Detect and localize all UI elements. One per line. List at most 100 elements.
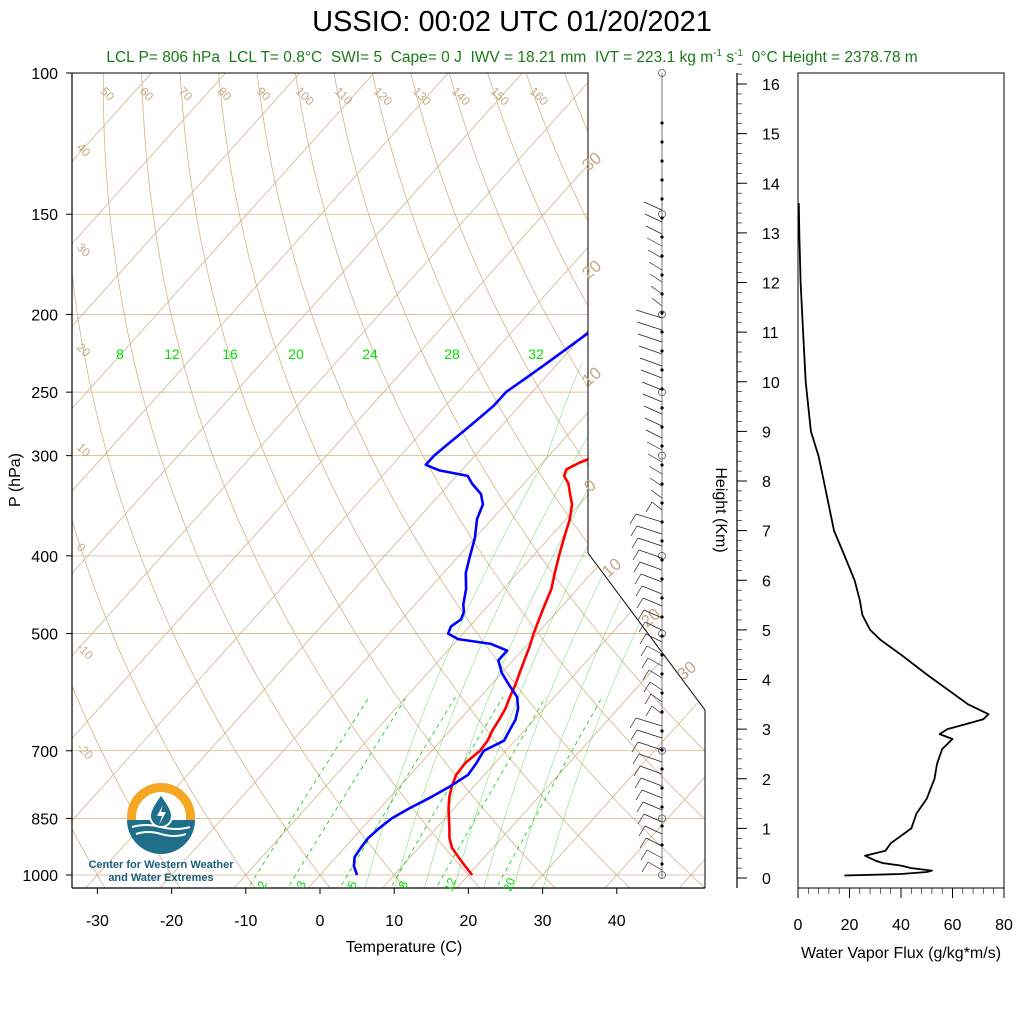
wind-barb: [647, 453, 663, 463]
isotherm-label: -10: [74, 640, 96, 662]
wind-barb: [649, 477, 663, 487]
flux-line: [798, 203, 990, 877]
height-tick-label: 3: [762, 722, 771, 739]
height-tick-label: 8: [762, 474, 771, 491]
wind-calm-marker: [658, 871, 666, 879]
wind-barb: [651, 297, 663, 307]
wind-barb: [650, 489, 663, 499]
isotherm-line: [230, 73, 705, 888]
y-axis-label: P (hPa): [7, 453, 24, 507]
mixing-ratio-label: 5: [345, 879, 361, 890]
dry-adiabat-line: [295, 73, 705, 888]
dry-adiabat-line: [72, 73, 108, 888]
wind-barb: [650, 285, 663, 295]
ivt-exponent-1: -1: [713, 48, 723, 59]
height-tick-label: 9: [762, 424, 771, 441]
wind-dot: [660, 311, 664, 315]
wind-barb: [636, 525, 663, 535]
isotherm-label-right: 0: [580, 475, 599, 496]
skew-frame: [71, 72, 706, 889]
ivt-exponent-2: -1: [734, 48, 743, 59]
wind-dot: [660, 197, 664, 201]
moist-adiabat-label: 20: [288, 346, 304, 362]
wind-dot: [660, 387, 664, 391]
flux-tick-label: 40: [892, 917, 910, 934]
isotherm-label: 90: [254, 84, 274, 104]
ivt-mid: s: [722, 49, 735, 67]
wind-dot: [660, 710, 664, 714]
dry-adiabat-line: [564, 73, 705, 888]
height-axis-label: Height (Km): [712, 467, 729, 552]
wind-dot: [660, 406, 664, 410]
height-tick-label: 16: [762, 77, 780, 94]
ivt-prefix: IVT = 223.1 kg m: [594, 49, 714, 67]
wind-barb: [642, 393, 663, 403]
wind-barb: [648, 669, 663, 679]
dry-adiabat-line: [525, 73, 705, 888]
wind-barb: [650, 693, 663, 703]
pressure-tick-label: 400: [31, 549, 58, 566]
wind-barb: [638, 753, 663, 763]
wind-barb: [644, 213, 663, 223]
mixing-ratio-line: [433, 696, 547, 888]
logo-caption: Center for Western Weather and Water Ext…: [86, 859, 236, 885]
wind-dot: [660, 482, 664, 486]
wind-dot: [660, 216, 664, 220]
isotherm-line: [156, 73, 705, 888]
isotherm-line: [72, 73, 168, 888]
mixing-ratio-line: [387, 696, 504, 888]
isotherm-line: [527, 73, 705, 888]
wind-dot: [660, 178, 664, 182]
dry-adiabat-line: [72, 73, 184, 888]
wind-barb: [637, 537, 663, 547]
wind-dot: [660, 273, 664, 277]
height-tick-label: 1: [762, 821, 771, 838]
dry-adiabat-line: [179, 73, 560, 888]
height-tick-label: 14: [762, 176, 780, 193]
logo-emblem: [127, 783, 195, 854]
wind-dot: [660, 824, 664, 828]
flux-frame: [797, 72, 1005, 889]
wind-barb-column: [629, 69, 666, 879]
height-tick-label: 4: [762, 673, 771, 690]
wind-barb: [643, 201, 663, 211]
isotherm-label-right: 30: [673, 657, 700, 684]
wind-dot: [660, 805, 664, 809]
wind-barb: [635, 309, 663, 319]
wind-barb: [651, 501, 663, 511]
moist-adiabat-label: 28: [444, 346, 460, 362]
height-tick-label: 5: [762, 623, 771, 640]
dry-adiabat-line: [834, 73, 1024, 892]
isotherm-line: [72, 73, 242, 888]
wind-barb: [641, 381, 663, 391]
logo-caption-line-2: and Water Extremes: [108, 872, 214, 884]
lcl-temperature: LCL T= 0.8°C: [228, 49, 323, 67]
wind-barb: [635, 717, 663, 727]
dry-adiabat-line: [602, 73, 705, 888]
wind-barb: [639, 357, 663, 367]
height-tick-label: 15: [762, 127, 780, 144]
wind-barb: [647, 249, 663, 259]
isotherm-label: 160: [527, 84, 551, 108]
wind-dot: [660, 501, 664, 505]
wind-barb: [638, 345, 663, 355]
dry-adiabat-line: [333, 73, 705, 888]
wind-barb: [645, 633, 663, 643]
mixing-ratio-label: 2: [255, 879, 271, 890]
ivt-value: IVT = 223.1 kg m-1 s-1: [594, 48, 743, 67]
x-axis-label: Temperature (C): [346, 939, 462, 956]
mixing-ratio-label: 8: [396, 879, 412, 890]
dry-adiabat-line: [218, 73, 635, 888]
wind-barb: [644, 417, 663, 427]
isotherm-label: 40: [74, 140, 94, 160]
wind-dot: [660, 444, 664, 448]
wind-dot: [660, 330, 664, 334]
pressure-tick-label: 150: [31, 207, 58, 224]
dry-adiabat-line: [72, 73, 259, 888]
wind-barb: [638, 549, 663, 559]
wind-dot: [660, 767, 664, 771]
wind-dot: [660, 634, 664, 638]
wind-barb: [646, 441, 663, 451]
logo-caption-line-1: Center for Western Weather: [88, 859, 234, 871]
wind-dot: [660, 596, 664, 600]
